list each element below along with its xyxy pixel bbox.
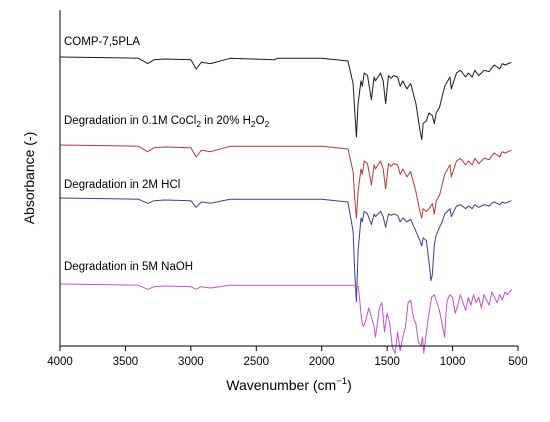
x-axis-title-superscript: −1	[336, 376, 347, 387]
series-label-subscript: 2	[251, 119, 256, 129]
series-label: Degradation in 5M NaOH	[64, 261, 193, 273]
series-label-text: Degradation in 5M NaOH	[64, 261, 193, 273]
x-tick-label: 3000	[178, 356, 204, 368]
x-tick-label: 1000	[440, 356, 466, 368]
series-layer	[59, 56, 512, 354]
series-label: Degradation in 0.1M CoCl2 in 20% H2O2	[64, 115, 270, 129]
x-tick-label: 500	[508, 356, 527, 368]
series-label: Degradation in 2M HCl	[64, 179, 180, 191]
x-tick-label: 2000	[309, 356, 335, 368]
series-line	[59, 56, 512, 140]
series-label-text: COMP-7,5PLA	[64, 36, 140, 48]
x-axis-title-end: )	[347, 377, 352, 393]
x-tick-layer: 4000 3500 3000 2500 2000 1500 1000 500	[47, 346, 528, 368]
x-tick-label: 3500	[113, 356, 139, 368]
y-axis-title: Absorbance (-)	[21, 132, 37, 225]
series-label-text: Degradation in 0.1M CoCl	[64, 115, 196, 127]
series-line	[59, 144, 512, 219]
x-tick-label: 4000	[47, 356, 73, 368]
x-tick-label: 2500	[243, 356, 269, 368]
x-axis-title: Wavenumber (cm−1)	[226, 376, 351, 393]
series-label-subscript: 2	[265, 119, 270, 129]
series-label-text: Degradation in 2M HCl	[64, 179, 180, 191]
series-label: COMP-7,5PLA	[64, 36, 140, 48]
x-tick-label: 1500	[374, 356, 400, 368]
series-label-subscript: 2	[196, 119, 201, 129]
series-label-text: in 20% H	[201, 115, 251, 127]
series-line	[59, 197, 512, 303]
series-label-text: O	[256, 115, 265, 127]
series-line	[59, 283, 512, 354]
